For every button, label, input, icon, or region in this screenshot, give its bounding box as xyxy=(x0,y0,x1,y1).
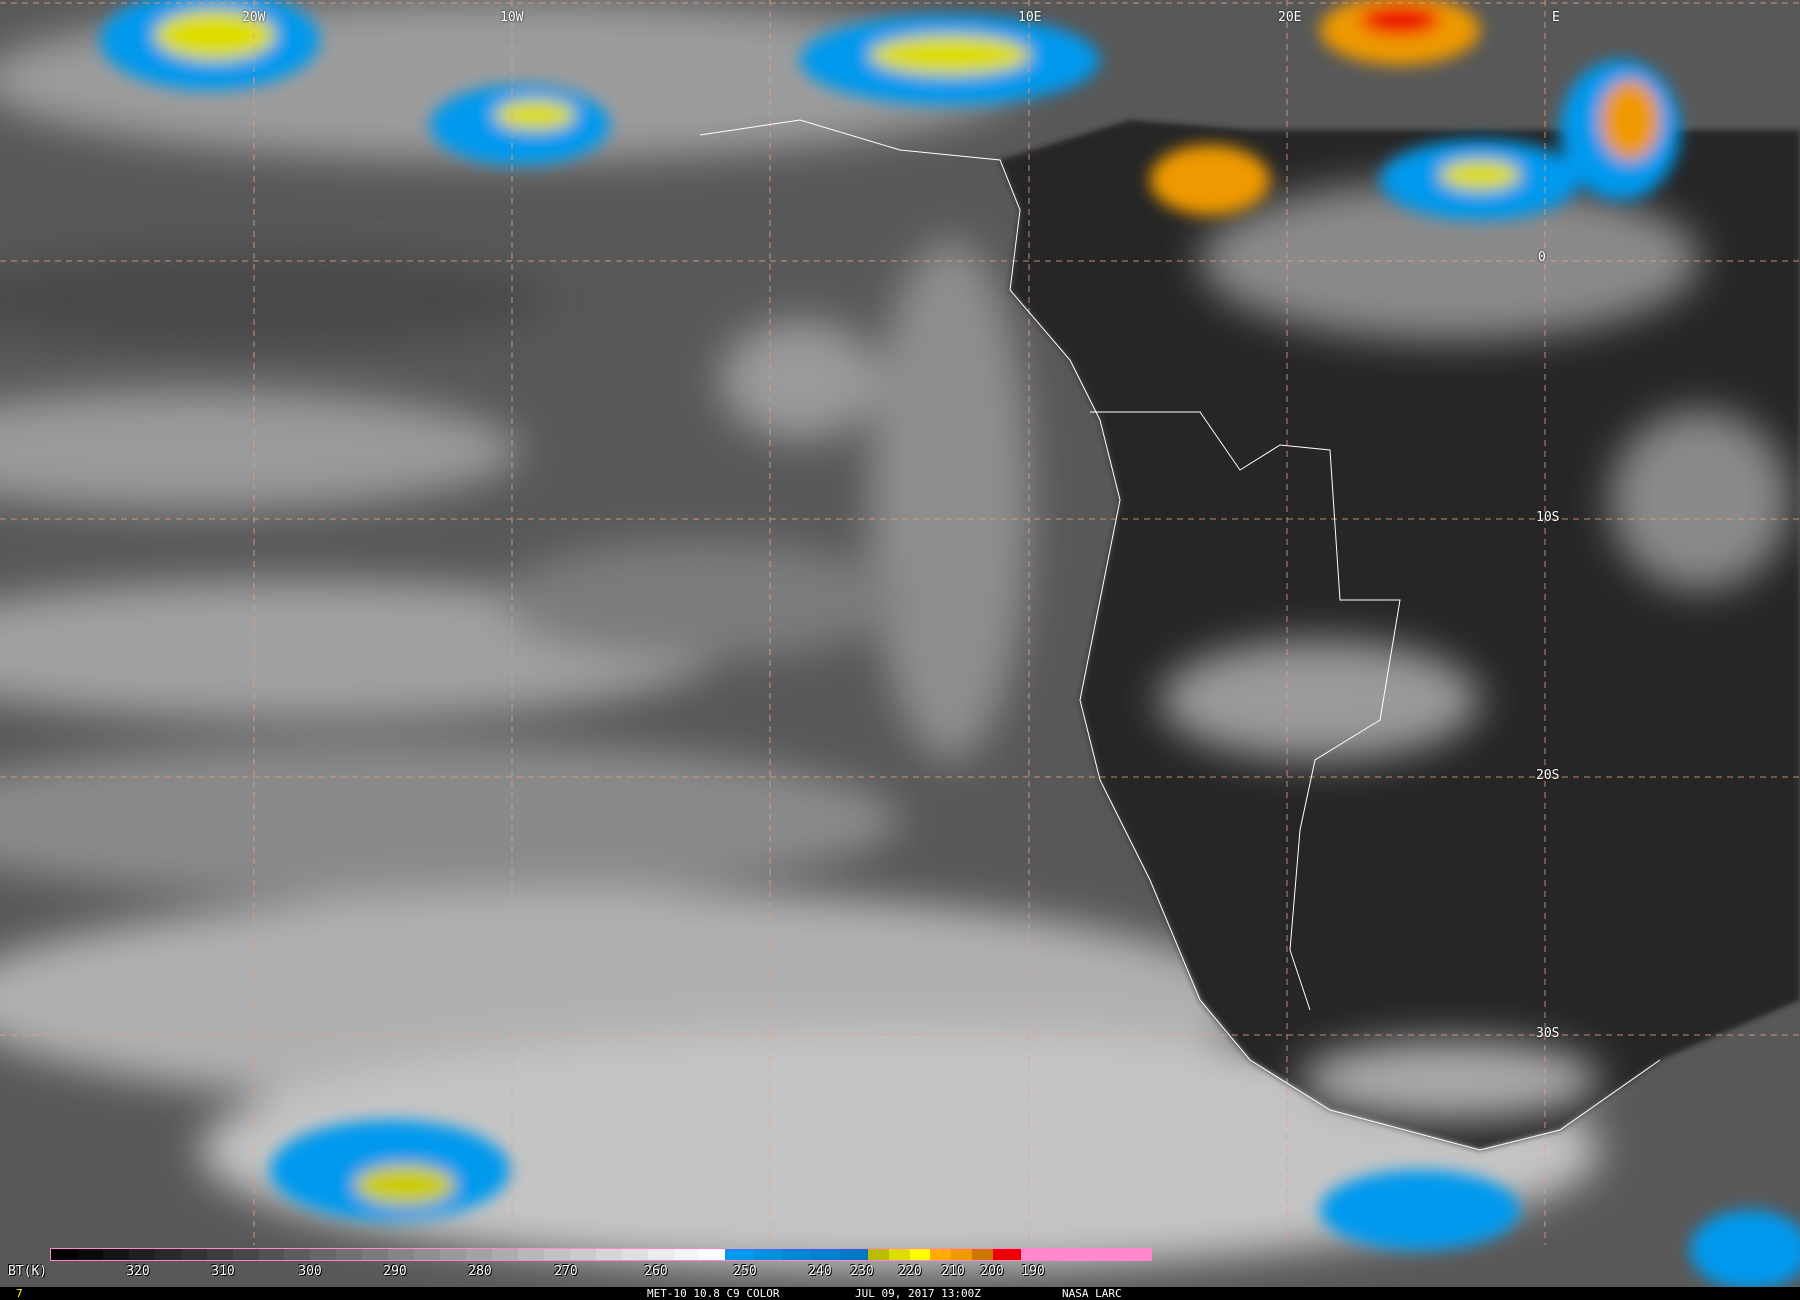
colorbar-tick-label: 320 xyxy=(126,1264,150,1279)
colorbar-tick-label: 190 xyxy=(1021,1264,1045,1279)
colorbar-segment xyxy=(180,1249,207,1260)
credit-label: NASA LARC xyxy=(1062,1287,1122,1300)
colorbar-segment xyxy=(595,1249,622,1260)
colorbar-tick-label: 250 xyxy=(733,1264,757,1279)
colorbar-segment xyxy=(909,1249,931,1260)
colorbar-segment xyxy=(154,1249,181,1260)
lon-label: 20E xyxy=(1278,10,1302,25)
colorbar-segment xyxy=(569,1249,596,1260)
colorbar-segment xyxy=(992,1249,1022,1260)
colorbar-segment xyxy=(951,1249,972,1260)
colorbar-tick-label: 200 xyxy=(980,1264,1004,1279)
africa-landmass xyxy=(1000,120,1800,1150)
colorbar-tick-label: 280 xyxy=(468,1264,492,1279)
colorbar-tick-label: 290 xyxy=(383,1264,407,1279)
colorbar-segment xyxy=(258,1249,285,1260)
lon-label: 10E xyxy=(1018,10,1042,25)
colorbar-segment xyxy=(102,1249,129,1260)
datetime-label: JUL 09, 2017 13:00Z xyxy=(855,1287,981,1300)
colorbar-segment xyxy=(673,1249,700,1260)
cold-cloud-tops xyxy=(100,0,1800,1290)
lat-label: 20S xyxy=(1536,768,1560,783)
lat-label: 10S xyxy=(1536,510,1560,525)
colorbar-tick-label: 240 xyxy=(808,1264,832,1279)
colorbar-tick-label: 220 xyxy=(898,1264,922,1279)
colorbar-tick-label: 300 xyxy=(298,1264,322,1279)
lon-label: E xyxy=(1552,10,1560,25)
frame-number: 7 xyxy=(16,1287,23,1300)
colorbar-segment xyxy=(414,1249,441,1260)
colorbar-segment xyxy=(466,1249,492,1260)
colorbar-unit-label: BT(K) xyxy=(8,1264,48,1279)
lat-label: 0 xyxy=(1538,250,1546,265)
colorbar-segment xyxy=(310,1249,337,1260)
colorbar-segment xyxy=(782,1249,811,1260)
colorbar-segment xyxy=(647,1249,674,1260)
colorbar-segment xyxy=(971,1249,993,1260)
colorbar-segment xyxy=(810,1249,840,1260)
colorbar-segment xyxy=(336,1249,363,1260)
colorbar-segment xyxy=(699,1249,726,1260)
colorbar-segment xyxy=(930,1249,952,1260)
lat-lon-gridlines xyxy=(0,0,1800,1245)
colorbar-segment xyxy=(491,1249,518,1260)
brightness-temperature-colorbar xyxy=(50,1248,1152,1261)
colorbar-segment xyxy=(1021,1249,1151,1260)
lon-label: 20W xyxy=(242,10,266,25)
colorbar-segment xyxy=(543,1249,570,1260)
colorbar-tick-label: 270 xyxy=(554,1264,578,1279)
product-label: MET-10 10.8 C9 COLOR xyxy=(647,1287,780,1300)
colorbar-segment xyxy=(128,1249,155,1260)
colorbar-tick-label: 310 xyxy=(211,1264,235,1279)
lon-label: 10W xyxy=(500,10,524,25)
colorbar-segment xyxy=(888,1249,910,1260)
country-borders xyxy=(1090,411,1401,1011)
colorbar-segment xyxy=(362,1249,389,1260)
colorbar-tick-label: 260 xyxy=(644,1264,668,1279)
colorbar-segment xyxy=(517,1249,544,1260)
colorbar-segment xyxy=(284,1249,311,1260)
colorbar-segment xyxy=(753,1249,783,1260)
colorbar-segment xyxy=(76,1249,103,1260)
footer-bar: 7 MET-10 10.8 C9 COLOR JUL 09, 2017 13:0… xyxy=(0,1287,1800,1300)
colorbar-tick-label: 210 xyxy=(941,1264,965,1279)
colorbar-segment xyxy=(51,1249,77,1260)
colorbar-segment xyxy=(440,1249,466,1260)
colorbar-segment xyxy=(621,1249,648,1260)
colorbar-segment xyxy=(388,1249,415,1260)
colorbar-segment xyxy=(839,1249,869,1260)
colorbar-segment xyxy=(206,1249,233,1260)
coastline xyxy=(699,119,1661,1151)
colorbar-tick-label: 230 xyxy=(850,1264,874,1279)
colorbar-segment xyxy=(725,1249,754,1260)
colorbar-segment xyxy=(868,1249,889,1260)
colorbar-segment xyxy=(232,1249,259,1260)
lat-label: 30S xyxy=(1536,1026,1560,1041)
ocean-cloud-field xyxy=(0,0,1600,1270)
